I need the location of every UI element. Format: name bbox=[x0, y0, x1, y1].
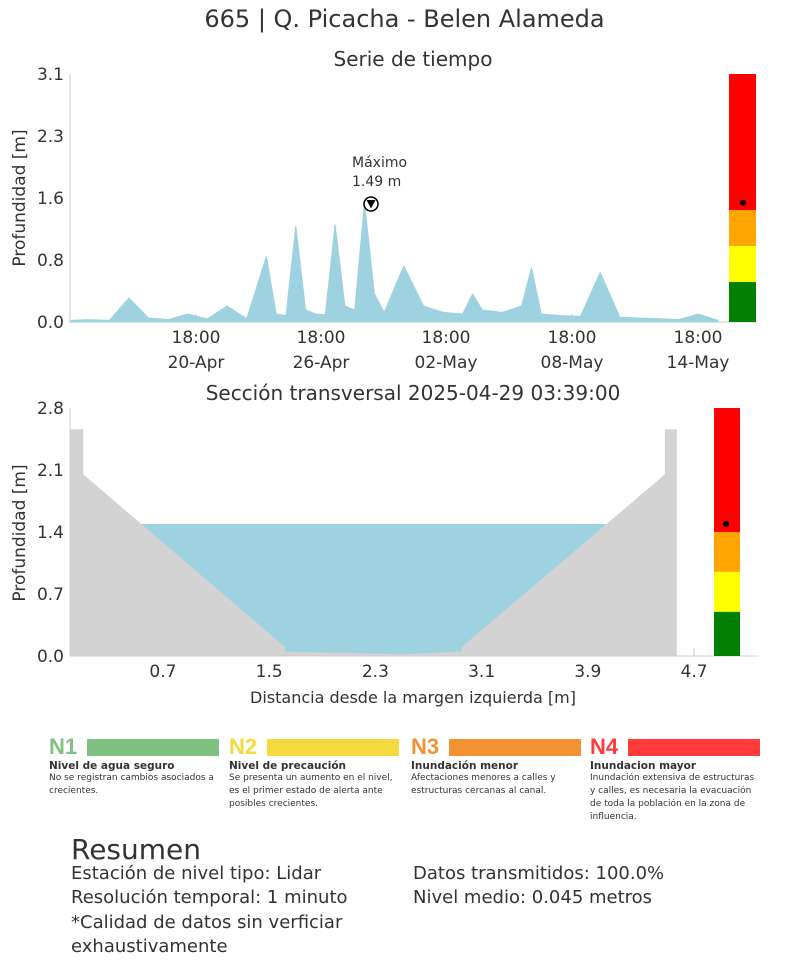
xs-ytick-label: 0.7 bbox=[37, 585, 64, 605]
xs-ytick-label: 0.0 bbox=[37, 647, 64, 667]
time-series-chart: Serie de tiempo Profundidad [m] 0.0 0.8 1.… bbox=[10, 47, 757, 373]
ts-xtick-label: 18:00 bbox=[422, 328, 471, 348]
level-n2-bar bbox=[267, 738, 399, 756]
ts-xtick-date: 20-Apr bbox=[168, 353, 225, 373]
xs-xtick-label: 1.5 bbox=[256, 662, 283, 682]
ts-xtick-label: 18:00 bbox=[548, 328, 597, 348]
xs-title: Sección transversal 2025-04-29 03:39:00 bbox=[206, 381, 621, 405]
summary-resolution: Resolución temporal: 1 minuto bbox=[71, 887, 348, 908]
xs-right-bank bbox=[461, 429, 677, 656]
max-annotation: Máximo 1.49 m bbox=[352, 155, 407, 212]
level-n3-bar bbox=[449, 738, 581, 756]
ts-alert-n3 bbox=[729, 210, 756, 246]
xs-xlabel: Distancia desde la margen izquierda [m] bbox=[250, 688, 576, 707]
ts-ytick-label: 1.6 bbox=[37, 189, 64, 209]
xs-ytick-label: 1.4 bbox=[37, 523, 64, 543]
level-n2-code: N2 bbox=[229, 734, 258, 759]
xs-xtick-label: 3.9 bbox=[574, 662, 601, 682]
ts-title: Serie de tiempo bbox=[334, 47, 493, 71]
ts-ytick-label: 0.0 bbox=[37, 313, 64, 333]
max-triangle-icon bbox=[366, 200, 376, 209]
ts-xtick-date: 08-May bbox=[541, 353, 604, 373]
level-n1-bar bbox=[87, 738, 219, 756]
ts-xtick-date: 02-May bbox=[415, 353, 478, 373]
ts-current-level-dot bbox=[740, 199, 746, 206]
ts-xtick-label: 18:00 bbox=[297, 328, 346, 348]
ts-xtick-date: 14-May bbox=[667, 353, 730, 373]
ts-xtick-label: 18:00 bbox=[674, 328, 723, 348]
xs-alert-n1 bbox=[714, 611, 740, 656]
xs-xtick-label: 4.7 bbox=[681, 662, 708, 682]
level-n1-name: Nivel de agua seguro bbox=[49, 760, 175, 772]
level-n1-code: N1 bbox=[49, 734, 78, 759]
ts-alert-n2 bbox=[729, 246, 756, 282]
xs-channel-bed bbox=[285, 647, 462, 656]
level-n3-desc: Afectaciones menores a calles y estructu… bbox=[411, 773, 556, 796]
xs-alert-n4 bbox=[714, 408, 740, 532]
level-n2-desc: Se presenta un aumento en el nivel, es e… bbox=[229, 773, 393, 809]
level-n4: N4 Inundacion mayor Inundación extensiva… bbox=[590, 734, 760, 824]
level-n3-code: N3 bbox=[411, 734, 440, 759]
xs-left-bank bbox=[70, 429, 286, 656]
level-n4-name: Inundacion mayor bbox=[590, 760, 697, 772]
xs-ytick-label: 2.8 bbox=[37, 399, 64, 419]
level-n2-name: Nivel de precaución bbox=[229, 760, 347, 772]
level-n4-code: N4 bbox=[590, 734, 619, 759]
xs-xtick-label: 2.3 bbox=[362, 662, 389, 682]
summary-title: Resumen bbox=[71, 833, 202, 866]
xs-xtick-label: 0.7 bbox=[149, 662, 176, 682]
level-n3-name: Inundación menor bbox=[411, 760, 519, 772]
summary-transmitted: Datos transmitidos: 100.0% bbox=[413, 863, 665, 884]
xs-alert-n2 bbox=[714, 571, 740, 612]
xs-current-level-dot bbox=[723, 521, 729, 528]
cross-section-chart: Sección transversal 2025-04-29 03:39:00 … bbox=[10, 381, 757, 707]
max-annotation-label: Máximo bbox=[352, 155, 407, 171]
level-n3: N3 Inundación menor Afectaciones menores… bbox=[411, 734, 581, 798]
level-n2: N2 Nivel de precaución Se presenta un au… bbox=[229, 734, 399, 811]
ts-ytick-label: 3.1 bbox=[37, 65, 64, 85]
chart-title: 665 | Q. Picacha - Belen Alameda bbox=[204, 5, 605, 33]
summary-quality: *Calidad de datos sin verficiar exhausti… bbox=[71, 912, 343, 957]
max-annotation-value: 1.49 m bbox=[352, 174, 401, 190]
xs-alert-n3 bbox=[714, 532, 740, 572]
xs-xtick-label: 3.1 bbox=[468, 662, 495, 682]
ts-depth-series bbox=[69, 202, 719, 323]
level-n4-desc: Inundación extensiva de estructuras y ca… bbox=[590, 773, 755, 822]
max-marker-icon bbox=[363, 196, 379, 212]
xs-ytick-label: 2.1 bbox=[37, 461, 64, 481]
ts-alert-n1 bbox=[729, 282, 756, 322]
level-n1-desc: No se registran cambios asociados a crec… bbox=[49, 773, 214, 796]
ts-xtick-date: 26-Apr bbox=[293, 353, 350, 373]
ts-ytick-label: 2.3 bbox=[37, 127, 64, 147]
summary-station: Estación de nivel tipo: Lidar bbox=[71, 863, 322, 884]
level-n1: N1 Nivel de agua seguro No se registran … bbox=[49, 734, 219, 798]
ts-ytick-label: 0.8 bbox=[37, 251, 64, 271]
ts-alert-n4 bbox=[729, 74, 756, 210]
level-n4-bar bbox=[628, 738, 760, 756]
ts-ylabel: Profundidad [m] bbox=[10, 129, 30, 266]
summary-mean-level: Nivel medio: 0.045 metros bbox=[413, 887, 653, 908]
xs-ylabel: Profundidad [m] bbox=[10, 464, 30, 601]
ts-xtick-label: 18:00 bbox=[172, 328, 221, 348]
